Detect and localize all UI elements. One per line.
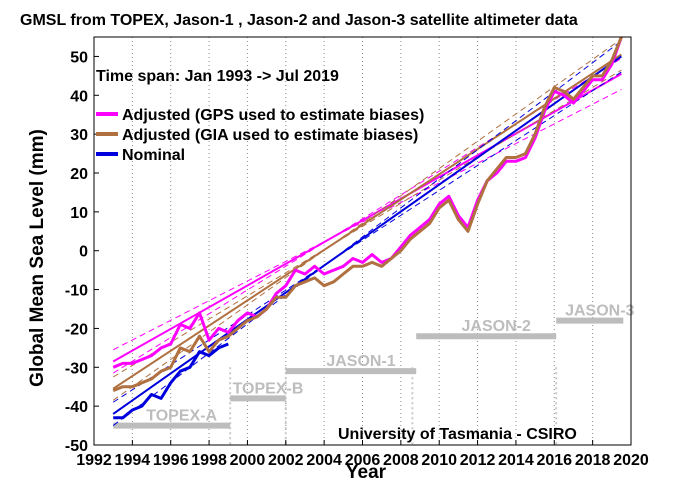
y-tick-label--30: -30 bbox=[65, 360, 88, 377]
trend-adjusted-1 bbox=[112, 53, 622, 390]
y-tick-label-20: 20 bbox=[70, 166, 88, 183]
mission-label-topex-a: TOPEX-A bbox=[146, 408, 217, 425]
time-span-annotation: Time span: Jan 1993 -> Jul 2019 bbox=[96, 68, 339, 85]
grid-layer bbox=[131, 37, 594, 445]
trend-adjusted-1-lower bbox=[112, 69, 622, 378]
x-tick-label-1998: 1998 bbox=[191, 452, 227, 469]
mission-label-jason-3: JASON-3 bbox=[565, 303, 634, 320]
x-tick-label-2000: 2000 bbox=[230, 452, 266, 469]
y-tick-label-50: 50 bbox=[70, 49, 88, 66]
legend-label-gps: Adjusted (GPS used to estimate biases) bbox=[122, 107, 424, 124]
y-tick-label--50: -50 bbox=[65, 438, 88, 455]
x-tick-label-1994: 1994 bbox=[115, 452, 151, 469]
x-tick-label-2012: 2012 bbox=[460, 452, 496, 469]
x-tick-label-2018: 2018 bbox=[575, 452, 611, 469]
x-tick-label-2020: 2020 bbox=[613, 452, 649, 469]
y-tick-label-30: 30 bbox=[70, 127, 88, 144]
x-tick-label-2008: 2008 bbox=[383, 452, 419, 469]
y-tick-label--10: -10 bbox=[65, 283, 88, 300]
y-axis-label: Global Mean Sea Level (mm) bbox=[27, 129, 48, 387]
series-layer bbox=[112, 36, 623, 420]
y-tick-label-0: 0 bbox=[79, 244, 88, 261]
x-tick-label-2016: 2016 bbox=[536, 452, 572, 469]
x-tick-label-2014: 2014 bbox=[498, 452, 534, 469]
y-tick-label-40: 40 bbox=[70, 88, 88, 105]
x-tick-label-2010: 2010 bbox=[421, 452, 457, 469]
trend-nominal-2-upper bbox=[112, 40, 622, 426]
y-tick-label-10: 10 bbox=[70, 205, 88, 222]
x-tick-label-2002: 2002 bbox=[268, 452, 304, 469]
x-axis-label: Year bbox=[346, 462, 387, 483]
legend-label-gia: Adjusted (GIA used to estimate biases) bbox=[122, 127, 418, 144]
mission-label-jason-1: JASON-1 bbox=[326, 353, 395, 370]
mission-label-jason-2: JASON-2 bbox=[462, 318, 531, 335]
series-line-2 bbox=[113, 342, 229, 420]
x-tick-label-1992: 1992 bbox=[76, 452, 112, 469]
legend-label-nominal: Nominal bbox=[122, 147, 185, 164]
x-tick-label-2006: 2006 bbox=[345, 452, 381, 469]
x-tick-label-2004: 2004 bbox=[306, 452, 342, 469]
y-tick-label--40: -40 bbox=[65, 399, 88, 416]
mission-layer: TOPEX-A TOPEX-B JASON-1 JASON-2 JASON-3 bbox=[113, 303, 635, 445]
chart-title: GMSL from TOPEX, Jason-1 , Jason-2 and J… bbox=[20, 12, 578, 29]
credit-annotation: University of Tasmania - CSIRO bbox=[338, 426, 577, 443]
legend: Adjusted (GPS used to estimate biases) A… bbox=[96, 107, 424, 164]
tick-layer: 1992 1994 1996 1998 2000 2002 2004 2006 2008 2010… bbox=[65, 49, 649, 469]
x-tick-label-1996: 1996 bbox=[153, 452, 189, 469]
y-tick-label--20: -20 bbox=[65, 321, 88, 338]
series-line-1 bbox=[112, 36, 623, 392]
mission-label-topex-b: TOPEX-B bbox=[233, 380, 304, 397]
